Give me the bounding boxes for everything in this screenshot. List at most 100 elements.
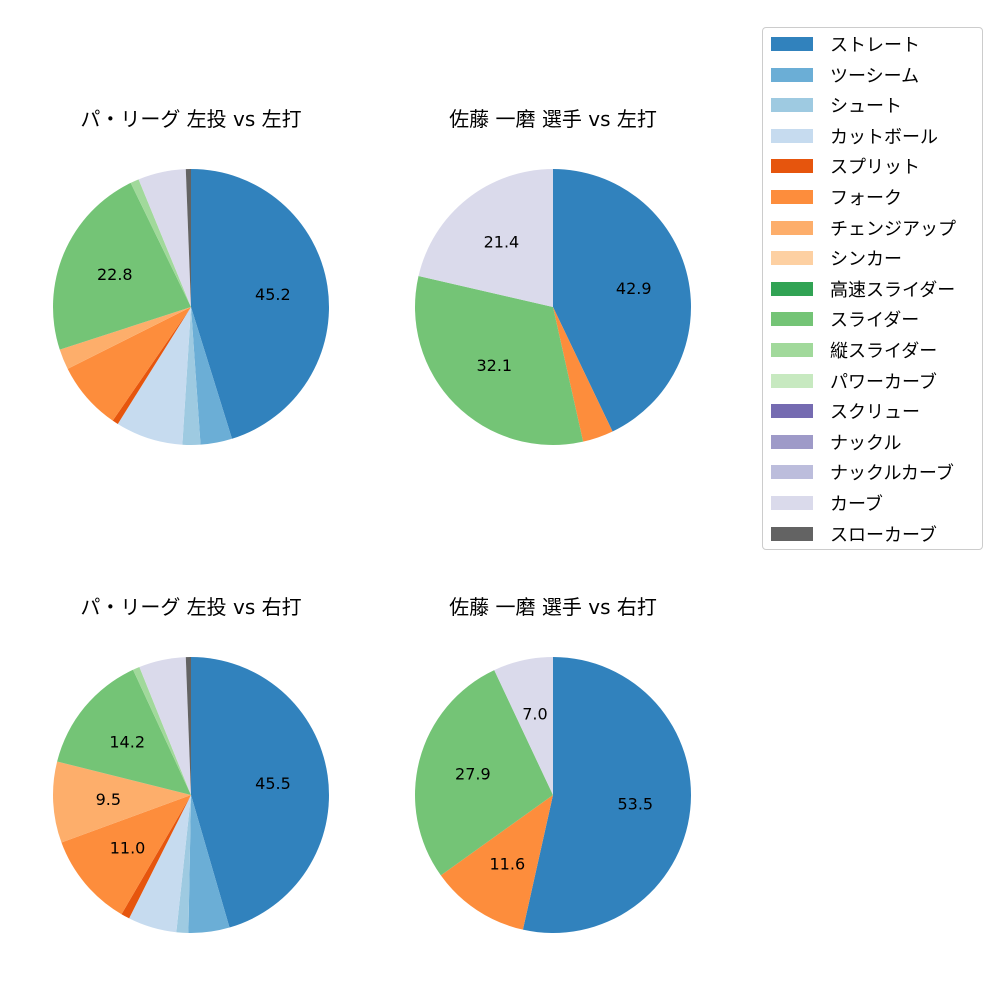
legend-label: スプリット <box>830 157 920 179</box>
slice-label: 9.5 <box>96 790 121 809</box>
pie-slice <box>494 657 553 795</box>
pie-slice <box>61 795 191 915</box>
legend-label: ナックル <box>830 432 902 454</box>
legend-label: 高速スライダー <box>830 279 956 301</box>
legend-label: チェンジアップ <box>830 218 956 240</box>
legend-swatch <box>771 312 813 327</box>
pie-slice <box>191 307 232 445</box>
slice-label: 7.0 <box>522 705 547 724</box>
legend-item: スプリット <box>771 151 920 181</box>
pie-slice <box>67 307 191 421</box>
legend-item: シンカー <box>771 243 902 273</box>
legend-item: フォーク <box>771 182 902 212</box>
chart-title-1: パ・リーグ 左投 vs 左打 <box>80 107 302 131</box>
legend-item: ツーシーム <box>771 60 919 90</box>
legend-item: パワーカーブ <box>771 366 937 396</box>
pie-slice <box>185 169 191 307</box>
legend-swatch <box>771 496 813 510</box>
legend-swatch <box>771 404 813 419</box>
legend-swatch <box>771 37 813 51</box>
slice-label: 32.1 <box>476 356 512 375</box>
pie-slice <box>414 276 584 445</box>
legend-label: スローカーブ <box>830 524 937 546</box>
legend-item: チェンジアップ <box>771 213 956 243</box>
pie-slice <box>553 307 613 442</box>
pie-slice <box>52 182 192 350</box>
pie-slice <box>57 669 191 795</box>
legend-swatch <box>771 465 813 480</box>
legend-swatch <box>771 159 813 174</box>
legend-swatch <box>771 190 813 204</box>
legend-item: カットボール <box>771 121 938 151</box>
slice-label: 45.2 <box>255 285 291 304</box>
legend-label: ナックルカーブ <box>830 463 954 485</box>
legend-item: シュート <box>771 90 902 120</box>
pie-slice <box>182 307 201 445</box>
pie-slice <box>414 670 553 876</box>
legend-swatch <box>771 373 813 388</box>
legend-swatch <box>771 251 813 266</box>
pie-slice <box>59 307 192 369</box>
legend-swatch <box>771 220 813 235</box>
slice-label: 11.0 <box>110 839 146 858</box>
legend-item: ストレート <box>771 29 920 59</box>
legend-item: ナックルカーブ <box>771 457 954 487</box>
legend-swatch <box>771 343 813 357</box>
pie-slice <box>53 761 192 843</box>
legend-item: 縦スライダー <box>771 335 937 365</box>
pie-slice <box>185 657 191 795</box>
legend-item: カーブ <box>771 488 883 518</box>
chart-title-3: パ・リーグ 左投 vs 右打 <box>80 595 302 619</box>
legend-item: スクリュー <box>771 396 920 426</box>
pie-slice <box>191 169 329 439</box>
legend: ストレートツーシームシュートカットボール スプリットフォークチェンジアップ シンカー… <box>762 27 983 550</box>
pie-slice <box>129 795 191 933</box>
legend-label: 縦スライダー <box>830 341 938 362</box>
legend-label: シュート <box>830 96 902 118</box>
legend-swatch <box>771 98 813 113</box>
legend-label: スライダー <box>830 310 920 332</box>
pie-slice <box>121 795 191 919</box>
slice-label: 21.4 <box>484 233 520 252</box>
slice-label: 11.6 <box>490 855 526 874</box>
pie-slice <box>553 168 691 432</box>
slice-label: 53.5 <box>617 795 653 814</box>
pie-slice <box>522 657 691 934</box>
legend-label: シンカー <box>830 249 902 271</box>
pie-slice <box>418 169 553 307</box>
legend-item: ナックル <box>771 427 901 457</box>
legend-label: フォーク <box>830 188 902 209</box>
legend-swatch <box>771 128 813 143</box>
pie-slice <box>176 795 191 933</box>
slice-label: 22.8 <box>97 265 133 284</box>
legend-label: スクリュー <box>830 402 920 424</box>
pie-slice <box>138 169 191 307</box>
pie-slice <box>139 657 191 795</box>
slice-label: 42.9 <box>616 279 652 298</box>
pie-slice <box>112 307 191 424</box>
pie-slice <box>440 795 553 930</box>
pie-slice <box>117 307 191 445</box>
legend-label: パワーカーブ <box>830 371 937 393</box>
legend-item: 高速スライダー <box>771 274 955 304</box>
pie-slice <box>133 667 191 795</box>
legend-label: カーブ <box>830 494 883 515</box>
chart-title-2: 佐藤 一磨 選手 vs 左打 <box>449 107 657 131</box>
legend-item: スローカーブ <box>771 519 937 549</box>
pie-slice <box>191 657 330 928</box>
legend-item: スライダー <box>771 304 919 334</box>
slice-label: 14.2 <box>109 733 145 752</box>
legend-label: カットボール <box>830 126 938 148</box>
pie-slice <box>130 179 191 307</box>
chart-title-4: 佐藤 一磨 選手 vs 右打 <box>449 595 657 619</box>
legend-swatch <box>771 526 813 541</box>
legend-swatch <box>771 281 813 296</box>
pie-slice <box>188 795 230 933</box>
legend-label: ツーシーム <box>830 65 920 87</box>
slice-label: 27.9 <box>455 765 491 784</box>
slice-label: 45.5 <box>255 774 291 793</box>
legend-swatch <box>771 67 813 82</box>
legend-label: ストレート <box>830 35 920 56</box>
